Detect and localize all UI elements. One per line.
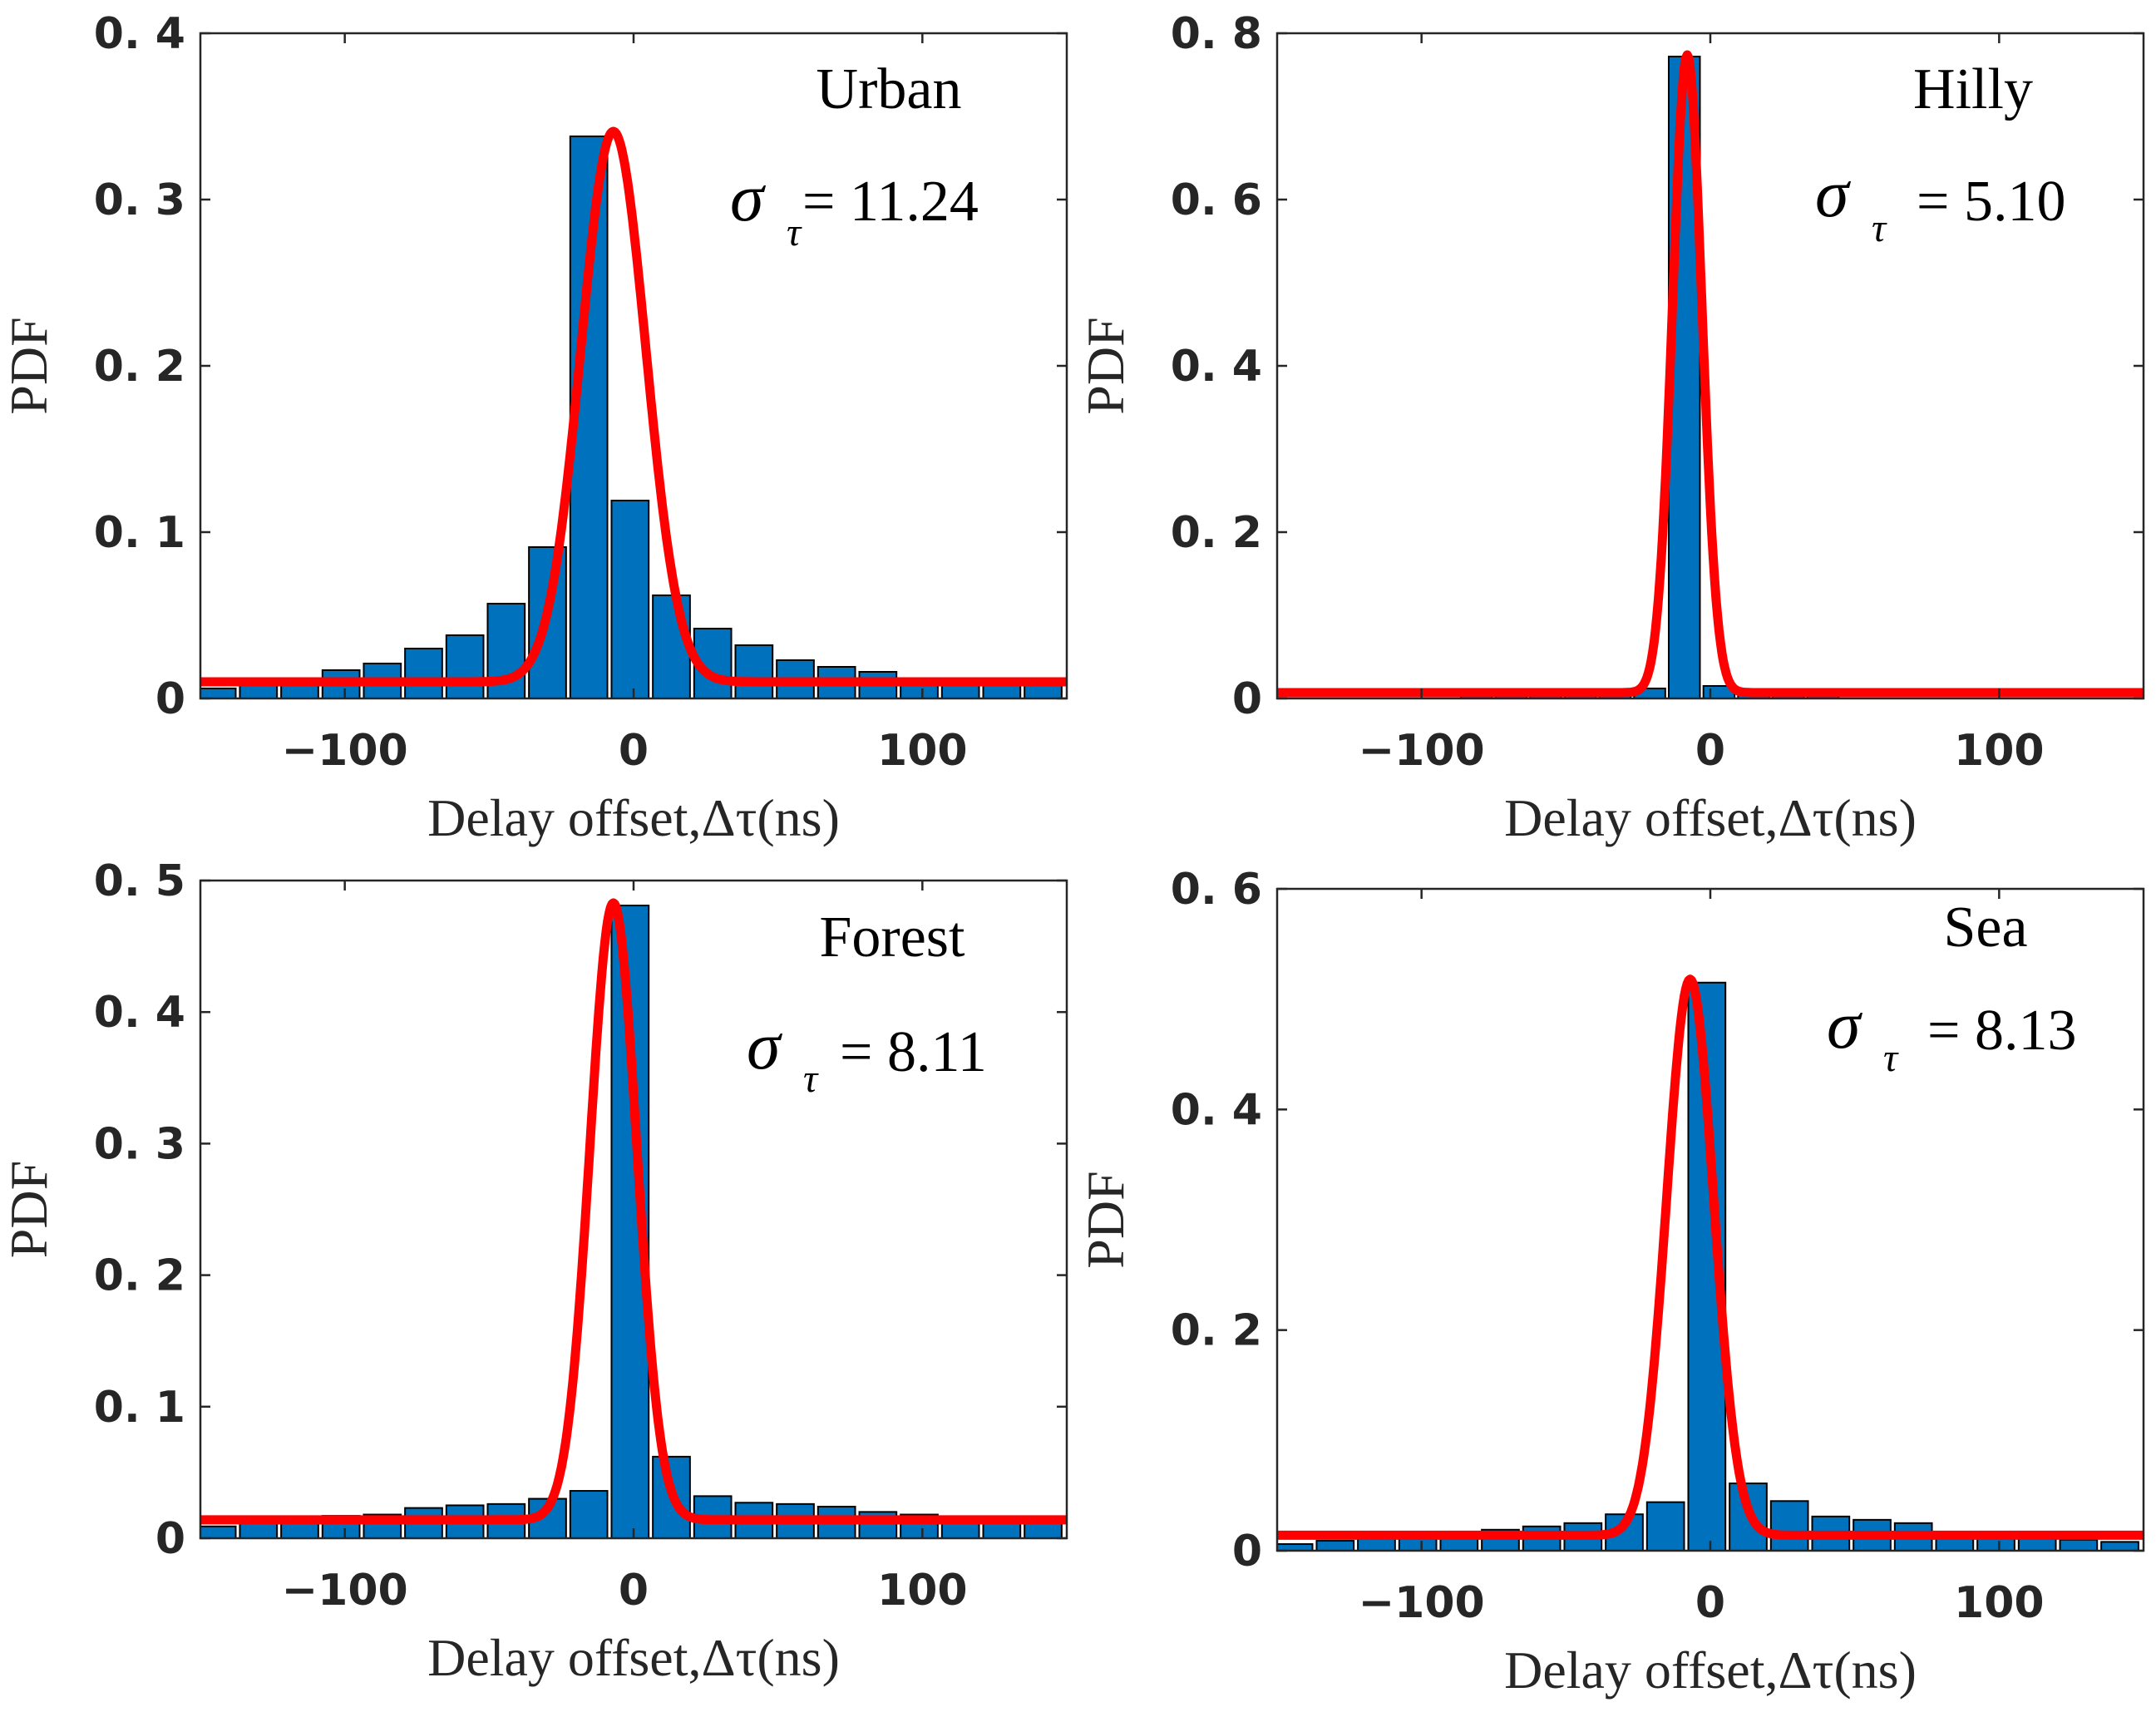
plot-area [200,898,1067,1538]
y-tick-label: 0. 4 [94,9,185,59]
region-label: Hilly [1913,57,2033,121]
y-axis-label: PDF [0,1161,58,1258]
x-tick-label: 0 [1695,1578,1725,1628]
x-tick-label: 100 [877,1566,968,1616]
x-tick-label: −100 [282,726,408,776]
x-tick-label: 100 [1954,726,2045,776]
y-tick-label: 0. 6 [1171,175,1262,225]
panel-hilly: −100 0 100 0 0. 2 0. 4 0. 6 0. 8 Delay offset,Δτ… [1076,9,2145,847]
x-tick-label: −100 [1359,726,1485,776]
y-tick-label: 0 [1232,674,1262,724]
bar [610,500,650,698]
y-tick-label: 0 [155,1514,185,1564]
x-tick-label: 0 [619,1566,649,1616]
fit-curve [1277,50,2144,698]
y-tick-label: 0. 2 [94,1251,185,1301]
sigma-symbol: σ [730,160,767,235]
y-tick-label: 0. 1 [94,1383,185,1433]
x-tick-label: 0 [1695,726,1725,776]
y-tick-label: 0. 2 [94,342,185,392]
plot-area [1277,50,2144,698]
sigma-symbol: σ [1827,987,1863,1063]
bar [1769,1500,1809,1551]
sigma-value: = 11.24 [802,170,979,234]
y-tick-label: 0 [1232,1527,1262,1576]
bar [1024,1522,1063,1538]
bar [404,648,443,698]
sigma-value: = 5.10 [1917,170,2065,234]
tau-subscript: τ [803,1057,819,1101]
x-tick-label: 0 [619,726,649,776]
bar [2100,1541,2139,1551]
x-tick-label: −100 [1359,1578,1485,1628]
sigma-symbol: σ [747,1008,783,1083]
y-tick-label: 0. 3 [94,175,185,225]
plot-area [1277,974,2144,1551]
axes-box [1275,32,2145,700]
x-tick-label: 100 [1954,1578,2045,1628]
region-label: Forest [820,905,966,969]
sigma-symbol: σ [1815,155,1852,231]
y-axis-label: PDF [1076,317,1135,414]
x-axis-label: Delay offset,Δτ(ns) [1504,788,1917,847]
y-axis-label: PDF [1076,1171,1135,1268]
y-tick-label: 0. 4 [1171,1085,1262,1135]
bar [200,1525,237,1538]
region-label: Urban [817,57,962,121]
bar [1024,684,1063,698]
tau-subscript: τ [1883,1036,1899,1080]
x-axis-label: Delay offset,Δτ(ns) [427,788,840,847]
bar [1645,1501,1685,1551]
x-tick-label: 100 [877,726,968,776]
panel-forest: −100 0 100 0 0. 1 0. 2 0. 3 0. 4 0. 5 Delay offse… [0,856,1068,1687]
panel-urban: −100 0 100 0 0. 1 0. 2 0. 3 0. 4 Delay offset,Δτ… [0,9,1068,847]
bar [1315,1540,1355,1551]
bar [1277,1543,1314,1551]
x-tick-label: −100 [282,1566,408,1616]
bar [200,688,237,698]
panel-sea: −100 0 100 0 0. 2 0. 4 0. 6 Delay offset,Δτ(ns)… [1076,865,2145,1700]
bar [1357,1537,1396,1551]
y-tick-label: 0. 5 [94,856,185,906]
y-tick-label: 0. 1 [94,508,185,558]
bar [2059,1538,2099,1551]
y-axis-label: PDF [0,317,58,414]
bar [445,634,485,698]
x-axis-label: Delay offset,Δτ(ns) [1504,1640,1917,1700]
bar [2017,1537,2057,1551]
y-tick-label: 0 [155,674,185,724]
bar [652,595,691,698]
x-axis-label: Delay offset,Δτ(ns) [427,1628,840,1687]
fit-curve [200,126,1067,687]
y-tick-label: 0. 6 [1171,865,1262,915]
tau-subscript: τ [787,210,802,254]
y-tick-label: 0. 4 [1171,342,1262,392]
y-tick-label: 0. 2 [1171,1306,1262,1356]
sigma-value: = 8.13 [1927,999,2076,1063]
y-tick-label: 0. 2 [1171,508,1262,558]
fit-curve [200,898,1067,1525]
plot-area [200,126,1067,698]
region-label: Sea [1943,895,2027,960]
sigma-value: = 8.11 [840,1020,987,1084]
y-tick-label: 0. 3 [94,1119,185,1169]
fit-curve [1277,974,2144,1540]
bar [569,1490,609,1538]
y-tick-label: 0. 4 [94,988,185,1038]
bar [734,644,774,698]
y-tick-label: 0. 8 [1171,9,1262,59]
tau-subscript: τ [1872,206,1887,250]
